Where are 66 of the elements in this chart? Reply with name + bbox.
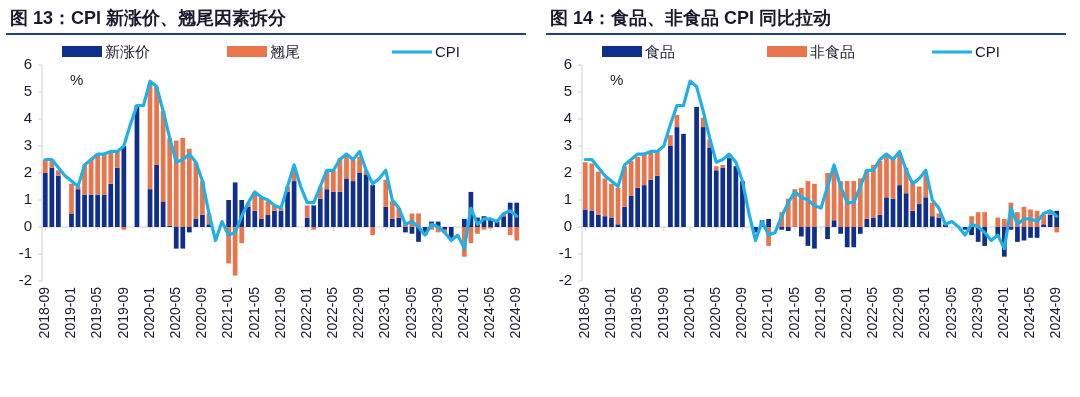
x-tick-label: 2023-05 [402,286,419,339]
y-tick-label: 5 [23,81,32,99]
x-tick-label: 2021-01 [219,286,236,339]
y-tick-label: 2 [23,162,32,180]
y-tick-label: 5 [563,81,572,99]
x-tick-label: 2024-05 [481,286,498,339]
x-tick-label: 2024-09 [1047,286,1064,339]
x-tick-label: 2020-09 [193,286,210,339]
y-tick-label: 4 [23,108,32,126]
x-tick-label: 2022-09 [350,286,367,339]
y-tick-label: 6 [23,54,32,72]
chart-title: 图 14：食品、非食品 CPI 同比拉动 [550,8,832,28]
x-tick-label: 2021-05 [785,286,802,339]
x-tick-label: 2022-05 [324,286,341,339]
x-tick-label: 2019-05 [628,286,645,339]
x-tick-label: 2023-01 [376,286,393,339]
x-tick-label: 2020-01 [140,286,157,339]
x-tick-label: 2020-05 [166,286,183,339]
y-tick-label: -1 [18,243,32,261]
x-tick-label: 2021-09 [811,286,828,339]
x-tick-label: 2023-01 [916,286,933,339]
y-tick-label: 0 [563,216,572,234]
x-tick-label: 2020-09 [733,286,750,339]
x-tick-label: 2022-05 [864,286,881,339]
x-tick-label: 2024-05 [1021,286,1038,339]
legend-label: 非食品 [810,43,855,60]
x-tick-label: 2018-09 [575,286,592,339]
legend-label: 新涨价 [105,43,150,60]
x-tick-label: 2024-09 [507,286,524,339]
x-tick-label: 2020-05 [706,286,723,339]
x-tick-label: 2023-09 [428,286,445,339]
x-tick-label: 2023-09 [968,286,985,339]
x-tick-label: 2023-05 [942,286,959,339]
legend-label: 翘尾 [270,43,300,60]
x-tick-label: 2022-01 [837,286,854,339]
x-tick-label: 2022-09 [890,286,907,339]
x-tick-label: 2021-09 [271,286,288,339]
y-tick-label: -2 [18,270,32,288]
legend-label: 食品 [645,43,675,60]
x-tick-label: 2021-05 [245,286,262,339]
y-tick-label: 1 [23,189,32,207]
legend-label: CPI [975,43,1001,60]
y-axis-title: % [610,71,624,88]
y-tick-label: 6 [563,54,572,72]
chart-title: 图 13：CPI 新涨价、翘尾因素拆分 [10,8,288,28]
x-tick-label: 2021-01 [759,286,776,339]
x-tick-label: 2019-05 [88,286,105,339]
x-tick-label: 2019-09 [654,286,671,339]
y-axis-title: % [70,71,84,88]
y-tick-label: 0 [23,216,32,234]
x-tick-label: 2019-01 [602,286,619,339]
x-tick-label: 2018-09 [35,286,52,339]
x-tick-label: 2022-01 [297,286,314,339]
legend-label: CPI [435,43,461,60]
x-tick-label: 2020-01 [680,286,697,339]
y-tick-label: 1 [563,189,572,207]
x-tick-label: 2019-09 [114,286,131,339]
x-tick-label: 2019-01 [62,286,79,339]
x-tick-label: 2024-01 [455,286,472,339]
y-tick-label: 3 [563,135,572,153]
y-tick-label: 4 [563,108,572,126]
y-tick-label: -2 [558,270,572,288]
y-tick-label: -1 [558,243,572,261]
y-tick-label: 2 [563,162,572,180]
x-tick-label: 2024-01 [995,286,1012,339]
y-tick-label: 3 [23,135,32,153]
